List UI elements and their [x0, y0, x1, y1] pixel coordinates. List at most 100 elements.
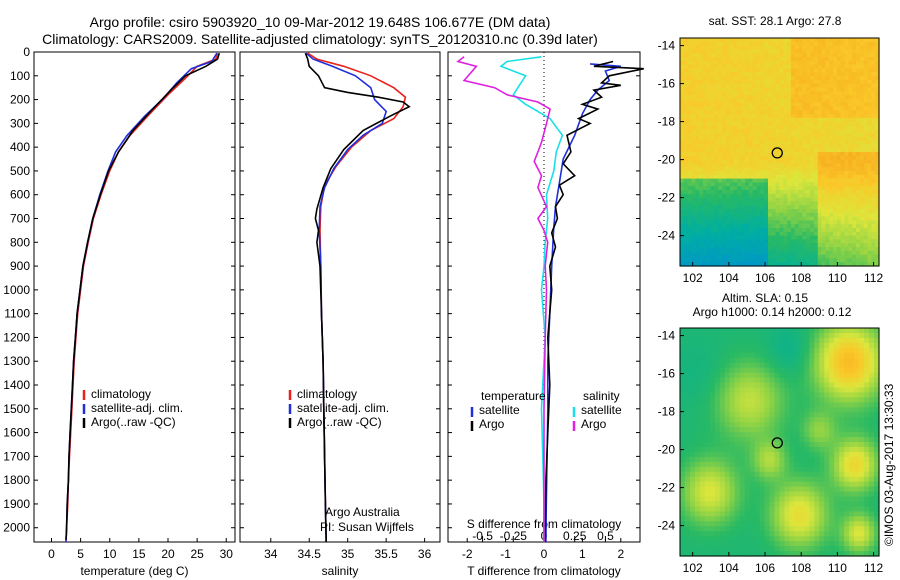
- map-cell: [729, 243, 735, 248]
- map-cell: [706, 121, 712, 126]
- map-cell: [768, 136, 773, 142]
- map-cell: [741, 250, 746, 256]
- map-cell: [719, 541, 726, 547]
- sst-map-frame: [679, 37, 880, 267]
- map-cell: [787, 220, 792, 225]
- map-cell: [704, 551, 711, 557]
- map-cell: [752, 159, 758, 164]
- map-cell: [760, 258, 765, 263]
- map-cell: [719, 412, 726, 418]
- map-cell: [836, 247, 842, 252]
- map-cell: [844, 121, 849, 126]
- map-cell: [867, 235, 872, 240]
- map-cell: [863, 91, 869, 96]
- map-cell: [734, 437, 741, 443]
- map-cell: [839, 486, 845, 493]
- map-cell: [714, 171, 719, 176]
- map-cell: [714, 254, 719, 259]
- map-cell: [694, 541, 701, 547]
- map-cell: [804, 437, 810, 443]
- map-cell: [771, 129, 777, 134]
- map-cell: [787, 197, 792, 202]
- map-cell: [829, 516, 835, 522]
- map-cell: [794, 551, 800, 557]
- map-cell: [779, 140, 784, 145]
- map-cell: [848, 129, 853, 134]
- map-cell: [745, 152, 750, 157]
- map-cell: [859, 155, 865, 161]
- map-cell: [725, 171, 731, 176]
- map-cell: [804, 521, 810, 527]
- map-cell: [689, 496, 696, 503]
- map-cell: [856, 64, 861, 69]
- map-cell: [856, 197, 861, 202]
- map-cell: [680, 337, 686, 344]
- map-cell: [794, 106, 800, 111]
- map-cell: [774, 442, 781, 448]
- map-cell: [749, 506, 756, 512]
- map-cell: [714, 209, 719, 214]
- map-cell: [825, 129, 830, 134]
- map-cell: [702, 45, 708, 50]
- map-cell: [867, 243, 872, 248]
- map-cell: [784, 427, 791, 433]
- map-cell: [739, 417, 746, 423]
- map-cell: [718, 212, 723, 218]
- map-cell: [699, 87, 704, 92]
- map-cell: [833, 117, 838, 123]
- map-cell: [783, 64, 788, 69]
- map-cell: [813, 171, 819, 176]
- map-cell: [819, 511, 825, 517]
- map-cell: [714, 496, 721, 503]
- map-cell: [752, 209, 758, 214]
- map-cell: [829, 72, 834, 77]
- map-cell: [699, 486, 706, 493]
- map-cell: [710, 159, 716, 164]
- map-cell: [789, 347, 796, 354]
- map-cell: [875, 152, 880, 157]
- map-cell: [799, 382, 805, 389]
- map-cell: [729, 38, 735, 43]
- map-cell: [768, 60, 773, 66]
- map-cell: [739, 516, 746, 522]
- map-cell: [844, 427, 850, 433]
- map-cell: [775, 212, 781, 218]
- map-cell: [702, 91, 708, 96]
- map-cell: [867, 186, 872, 191]
- map-cell: [704, 367, 711, 374]
- map-cell: [680, 163, 685, 168]
- map-cell: [813, 121, 819, 126]
- map-cell: [863, 38, 869, 43]
- map-cell: [794, 159, 800, 164]
- map-cell: [806, 228, 811, 233]
- map-cell: [774, 382, 781, 389]
- map-cell: [790, 140, 796, 145]
- map-cell: [706, 167, 712, 172]
- map-cell: [821, 163, 827, 168]
- map-cell: [806, 220, 811, 225]
- map-cell: [764, 91, 769, 96]
- map-cell: [749, 422, 756, 428]
- map-cell: [775, 148, 781, 153]
- map-cell: [856, 68, 861, 73]
- sst-map-panel: 102 104 106 108 110 112-14-16-18-20-22-24sat.…: [658, 14, 884, 285]
- map-cell: [783, 178, 788, 183]
- map-cell: [714, 486, 721, 493]
- map-cell: [709, 367, 716, 374]
- map-cell: [706, 243, 712, 248]
- map-cell: [779, 117, 784, 123]
- map-cell: [724, 407, 731, 413]
- map-cell: [829, 521, 835, 527]
- map-cell: [774, 342, 781, 349]
- map-cell: [829, 83, 834, 88]
- map-cell: [695, 110, 700, 115]
- map-cell: [704, 337, 711, 344]
- map-cell: [863, 110, 869, 115]
- map-cell: [794, 228, 800, 233]
- map-cell: [825, 155, 830, 161]
- map-cell: [814, 412, 820, 418]
- map-cell: [729, 397, 736, 403]
- map-cell: [748, 243, 754, 248]
- map-cell: [844, 152, 849, 157]
- map-cell: [771, 212, 777, 218]
